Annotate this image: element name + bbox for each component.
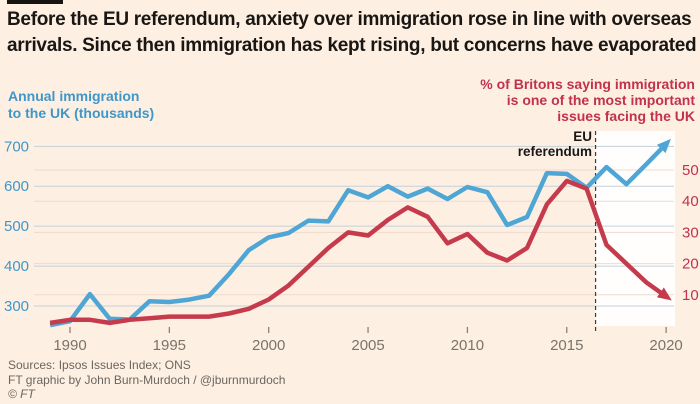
eu-referendum-annotation: EU referendum <box>517 129 592 159</box>
right-tick-label-40: 40 <box>682 193 699 210</box>
left-tick-label-400: 400 <box>4 258 29 275</box>
left-tick-label-700: 700 <box>4 138 29 155</box>
sources-line: Sources: Ipsos Issues Index; ONS <box>8 358 191 372</box>
left-axis-title: Annual immigration to the UK (thousands) <box>8 88 155 121</box>
chart-title-line1: Before the EU referendum, anxiety over i… <box>7 9 692 30</box>
chart-title-line2: arrivals. Since then immigration has kep… <box>7 35 697 56</box>
chart-footer: Sources: Ipsos Issues Index; ONS FT grap… <box>8 358 285 402</box>
right-axis-title: % of Britons saying immigration is one o… <box>480 76 695 124</box>
x-tick-label-2015: 2015 <box>550 337 583 354</box>
right-tick-label-20: 20 <box>682 256 699 273</box>
x-tick-label-2000: 2000 <box>252 337 285 354</box>
x-tick-label-1995: 1995 <box>153 337 186 354</box>
series-line-annual-immigration-thousands <box>49 138 671 328</box>
right-tick-label-10: 10 <box>682 287 699 304</box>
x-tick-label-1990: 1990 <box>53 337 86 354</box>
x-tick-label-2020: 2020 <box>649 337 682 354</box>
right-tick-label-30: 30 <box>682 224 699 241</box>
left-tick-label-600: 600 <box>4 178 29 195</box>
x-tick-label-2010: 2010 <box>451 337 484 354</box>
chart-title: Before the EU referendum, anxiety over i… <box>7 7 699 59</box>
right-tick-label-50: 50 <box>682 162 699 179</box>
series-line-pct-saying-immigration-important-issue <box>49 178 672 326</box>
left-tick-label-500: 500 <box>4 218 29 235</box>
credit-line: FT graphic by John Burn-Murdoch / @jburn… <box>8 372 286 387</box>
ft-top-rule <box>7 0 63 4</box>
copyright-line: © FT <box>8 387 35 401</box>
x-tick-label-2005: 2005 <box>351 337 384 354</box>
left-tick-label-300: 300 <box>4 298 29 315</box>
